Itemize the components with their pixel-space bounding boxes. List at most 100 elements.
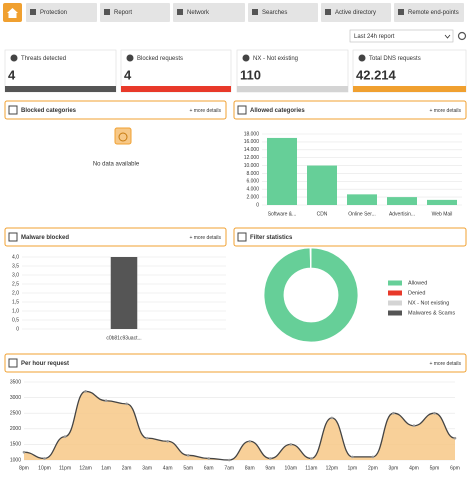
stat-label: Total DNS requests <box>369 56 421 62</box>
home-icon <box>7 8 18 18</box>
nav-tab[interactable] <box>173 3 245 22</box>
stat-card-bar <box>5 86 116 92</box>
stat-value: 110 <box>240 67 261 82</box>
x-tick-label: 3am <box>142 465 152 471</box>
bar <box>387 197 417 205</box>
nav-tab-icon <box>398 9 404 15</box>
nav-tab[interactable] <box>321 3 391 22</box>
report-select[interactable] <box>349 29 454 43</box>
panel-icon <box>8 232 18 242</box>
legend-label: NX - Not existing <box>408 300 449 306</box>
point <box>125 402 128 406</box>
y-tick-label: 14.000 <box>244 147 260 153</box>
more-details-link[interactable]: + more details <box>189 108 221 114</box>
x-tick-label: 2am <box>122 465 132 471</box>
x-tick-label: 1am <box>101 465 111 471</box>
point <box>268 457 272 460</box>
nav-tab[interactable] <box>248 3 318 22</box>
no-data-text: No data available <box>93 162 140 168</box>
x-tick-label: 6pm <box>450 465 460 471</box>
nav-tab-label: Report <box>114 10 132 16</box>
y-tick-label: 16.000 <box>244 139 260 145</box>
stat-card-icon <box>10 54 18 62</box>
point <box>289 443 293 446</box>
y-tick-label: 1500 <box>10 442 21 448</box>
nav-tab-label: Remote end-points <box>408 10 459 16</box>
point <box>43 457 46 460</box>
panel-title: Allowed categories <box>250 108 305 114</box>
report-select-text: Last 24h report <box>354 34 395 40</box>
y-tick-label: 0,5 <box>12 317 19 323</box>
nav-tab[interactable] <box>26 3 97 22</box>
x-tick-label: 4am <box>163 465 173 471</box>
x-tick-label: c0b81c93uact... <box>106 335 141 341</box>
y-tick-label: 2,5 <box>12 281 19 287</box>
nav-tab[interactable] <box>100 3 170 22</box>
nav-tab-icon <box>104 9 110 15</box>
nav-tab-label: Active directory <box>335 10 376 16</box>
y-tick-label: 12.000 <box>244 155 260 161</box>
x-tick-label: 4pm <box>409 465 419 471</box>
bar <box>110 257 138 329</box>
point <box>330 416 334 420</box>
y-tick-label: 8.000 <box>246 171 259 177</box>
panel-header <box>4 353 467 373</box>
select-arrow <box>444 34 451 39</box>
stat-card-icon <box>126 54 134 62</box>
point <box>248 439 252 443</box>
stat-card <box>352 49 467 93</box>
refresh-button[interactable] <box>457 31 467 41</box>
x-tick-label: Online Ser... <box>348 211 376 217</box>
y-tick-label: 0 <box>256 202 259 208</box>
y-tick-label: 1,5 <box>12 299 19 305</box>
stat-card-bar <box>121 86 231 92</box>
panel-header <box>4 227 227 247</box>
stat-value: 42.214 <box>356 67 397 82</box>
bar <box>347 194 377 205</box>
panel-header <box>233 227 467 247</box>
y-tick-label: 6.000 <box>246 179 259 185</box>
legend-swatch <box>388 290 402 296</box>
x-tick-label: 8pm <box>19 465 29 471</box>
x-tick-label: 6am <box>204 465 214 471</box>
more-details-link[interactable]: + more details <box>189 235 221 241</box>
bar <box>267 137 297 205</box>
legend-label: Malwares & Scams <box>408 310 455 316</box>
x-tick-label: Web Mail <box>432 211 453 217</box>
y-tick-label: 4,0 <box>12 254 19 260</box>
nav-tab-icon <box>325 9 331 15</box>
x-tick-label: CDN <box>317 211 328 217</box>
stat-value: 4 <box>8 67 16 82</box>
stat-card-icon <box>358 54 366 62</box>
panel-icon <box>237 232 247 242</box>
panel-title: Malware blocked <box>21 235 69 241</box>
x-tick-label: 10pm <box>38 465 51 471</box>
line <box>23 390 456 461</box>
x-tick-label: Software &... <box>268 211 297 217</box>
bar <box>427 199 457 205</box>
point <box>433 411 436 415</box>
panel-icon <box>8 358 18 368</box>
y-tick-label: 4.000 <box>246 187 259 193</box>
stat-value: 4 <box>124 67 132 82</box>
x-tick-label: 12pm <box>326 465 339 471</box>
point <box>227 458 231 462</box>
stat-label: Threats detected <box>21 56 66 62</box>
nav-tab[interactable] <box>394 3 464 22</box>
legend-swatch <box>388 310 402 316</box>
y-tick-label: 3500 <box>10 379 21 385</box>
panel-header <box>233 100 467 120</box>
x-tick-label: 9am <box>265 465 275 471</box>
point <box>166 439 169 443</box>
legend-swatch <box>388 300 402 306</box>
more-details-link[interactable]: + more details <box>429 361 461 367</box>
more-details-link[interactable]: + more details <box>429 108 461 114</box>
point <box>412 424 416 427</box>
panel-icon <box>8 105 18 115</box>
stat-card <box>120 49 232 93</box>
point <box>84 390 87 393</box>
stat-card-icon <box>242 54 250 62</box>
x-tick-label: 5pm <box>430 465 440 471</box>
nav-tab-icon <box>177 9 183 15</box>
